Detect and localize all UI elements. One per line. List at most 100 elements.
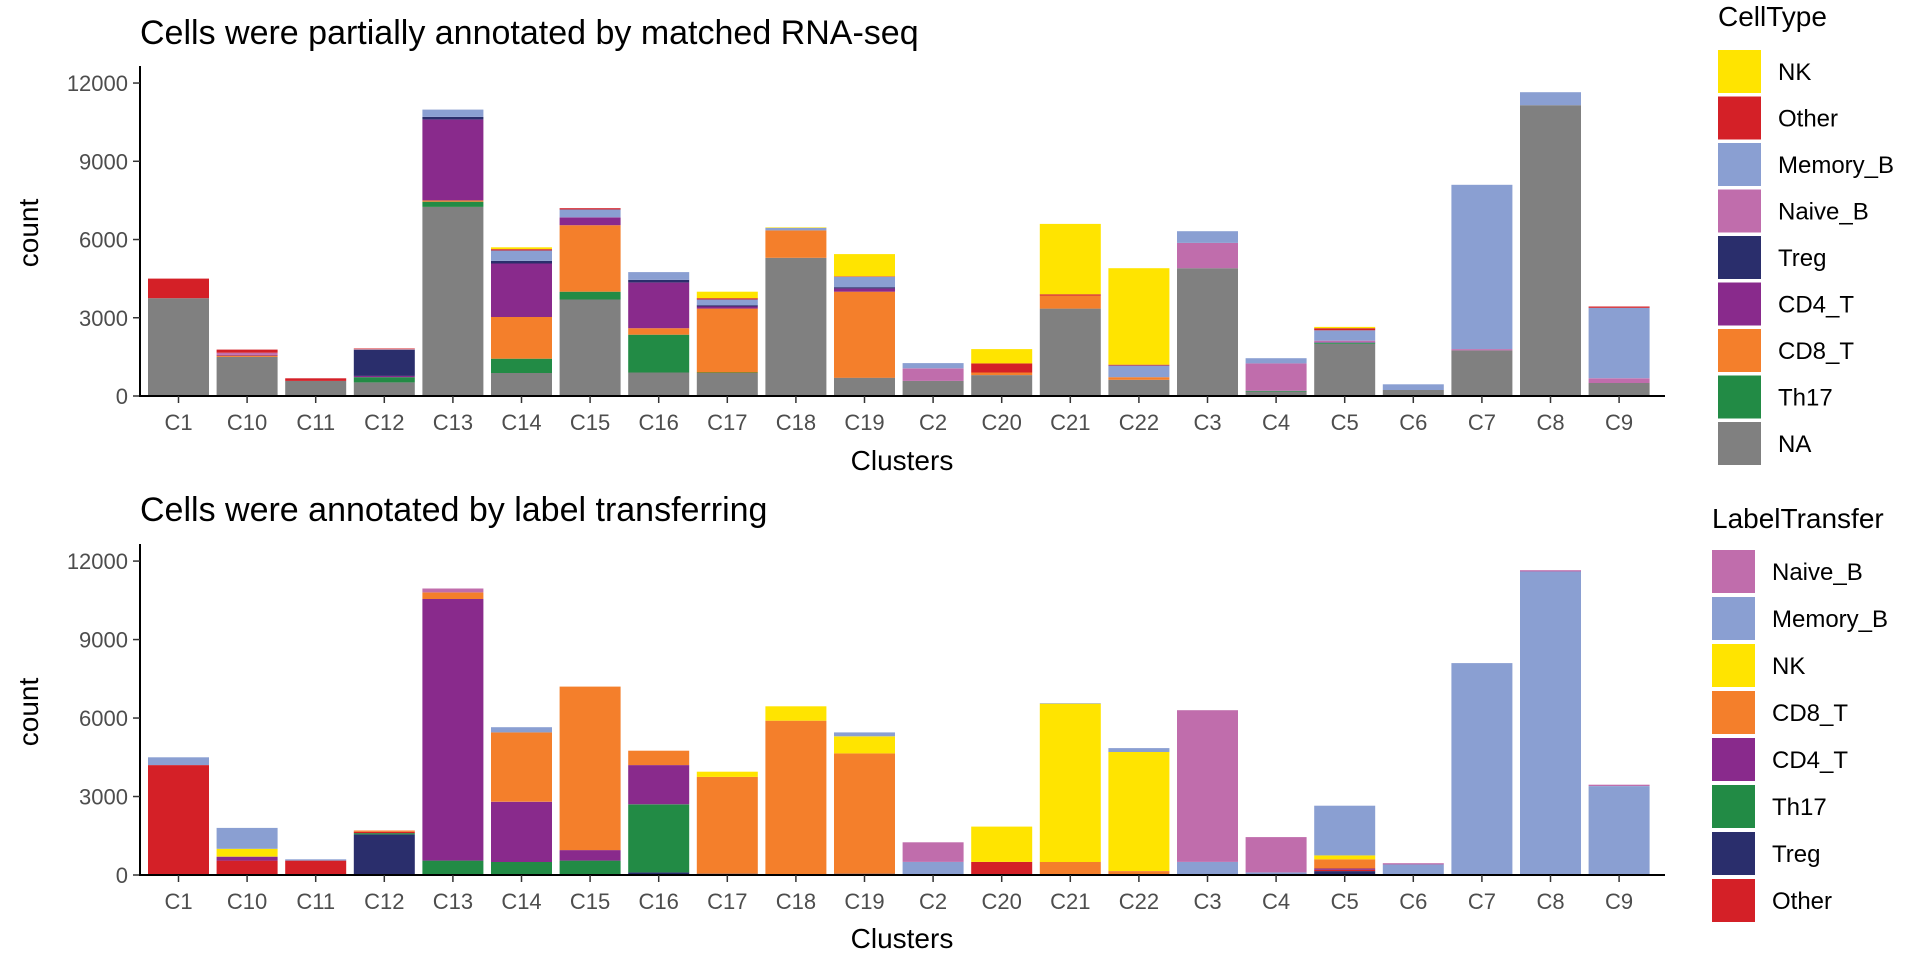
x-axis: C1 C10 C11 C12 C13 C14 C15 C16 C17 C18 C19 C2 C20 C21…	[139, 395, 1665, 435]
bar-segment-c15-cd8-t	[559, 225, 621, 292]
bar-segment-c9-other	[1588, 306, 1650, 308]
legend-label-treg: Treg	[1772, 841, 1820, 868]
bar-segment-c6-memory-b	[1382, 384, 1444, 390]
bar-segment-c20-other	[971, 861, 1033, 875]
bar-segment-c13-memory-b	[422, 109, 484, 117]
bar-segment-c16-cd4-t	[628, 282, 690, 329]
bar-segment-c10-cd8-t	[216, 355, 278, 357]
bar-segment-c12-th17	[353, 377, 415, 383]
bar-segment-c20-cd8-t	[971, 372, 1033, 376]
bar-segment-c22-na	[1108, 379, 1170, 396]
bar-segment-c16-th17	[628, 804, 690, 873]
y-tick-label: 0	[116, 863, 128, 888]
bar-segment-c5-treg	[1314, 342, 1376, 343]
bar-segment-c10-cd4-t	[216, 354, 278, 356]
x-tick-label: C16	[639, 889, 679, 914]
bar-segment-c7-memory-b	[1451, 663, 1513, 875]
legend-swatch-cd4-t	[1712, 738, 1755, 781]
bar-segment-c21-nk	[1039, 703, 1101, 862]
bar-segment-c6-naive-b	[1382, 863, 1444, 865]
legend-swatch-other	[1718, 96, 1761, 140]
x-tick-label: C21	[1050, 889, 1090, 914]
y-axis: 0 3000 6000 9000 12000	[67, 544, 141, 888]
legend-label-cd4-t: CD4_T	[1778, 292, 1854, 319]
bar-segment-c15-cd4-t	[559, 850, 621, 861]
legend-swatch-treg	[1712, 832, 1755, 875]
x-tick-label: C5	[1331, 889, 1359, 914]
bar-segment-c14-other	[491, 249, 552, 251]
bar-segment-c19-memory-b	[834, 276, 895, 288]
bar-segment-c13-cd4-t	[422, 119, 484, 201]
bar-segment-c19-nk	[834, 736, 895, 754]
bar-segment-c15-th17	[559, 860, 621, 875]
bar-segment-c13-cd8-t	[422, 200, 484, 202]
bar-segment-c22-nk	[1108, 268, 1170, 365]
y-tick-label: 3000	[79, 306, 128, 331]
x-tick-label: C8	[1536, 889, 1564, 914]
legend-swatch-cd4-t	[1718, 282, 1761, 326]
legend-swatch-naive-b	[1718, 189, 1761, 233]
bar-segment-c1-other	[148, 765, 209, 875]
legend-swatch-treg	[1718, 236, 1761, 279]
bar-segment-c20-other	[971, 363, 1033, 373]
bar-segment-c5-na	[1314, 343, 1376, 396]
bar-segment-c7-naive-b	[1451, 349, 1513, 351]
legend-swatch-naive-b	[1712, 550, 1755, 593]
bar-segment-c15-memory-b	[559, 209, 621, 218]
bar-segment-c21-other	[1039, 294, 1101, 296]
bar-segment-c16-treg	[628, 279, 690, 283]
bar-segment-c19-other	[834, 276, 895, 277]
x-tick-label: C15	[570, 889, 610, 914]
legend-label-memory-b: Memory_B	[1778, 152, 1894, 179]
x-tick-label: C19	[844, 889, 884, 914]
bar-segment-c6-na	[1382, 390, 1444, 396]
x-tick-label: C18	[776, 889, 816, 914]
bar-segment-c2-naive-b	[902, 842, 964, 862]
x-tick-label: C1	[164, 410, 192, 435]
legend-label-treg: Treg	[1778, 245, 1826, 272]
x-tick-label: C14	[501, 410, 541, 435]
y-axis-title: count	[13, 199, 44, 268]
legend-swatch-nk	[1712, 644, 1755, 687]
bar-segment-c12-na	[353, 382, 415, 396]
bar-segment-c17-na	[696, 373, 758, 396]
bar-segment-c3-naive-b	[1177, 242, 1238, 269]
bar-segment-c10-nk	[216, 848, 278, 857]
legend-label-cd4-t: CD4_T	[1772, 747, 1848, 774]
bar-segment-c14-cd8-t	[491, 317, 552, 359]
bar-segment-c18-nk	[765, 706, 827, 721]
bar-segment-c17-nk	[696, 771, 758, 777]
bar-segment-c7-na	[1451, 350, 1513, 396]
legend-label-naive-b: Naive_B	[1778, 199, 1869, 226]
legend: CellType NK Other Memory_B Naive_B Treg CD4_T…	[1718, 1, 1894, 465]
legend-swatch-memory-b	[1712, 597, 1755, 640]
bar-segment-c19-nk	[834, 254, 895, 277]
bar-segment-c19-memory-b	[834, 732, 895, 737]
y-tick-label: 6000	[79, 228, 128, 253]
x-tick-label: C7	[1468, 889, 1496, 914]
y-tick-label: 6000	[79, 706, 128, 731]
legend-label-naive-b: Naive_B	[1772, 559, 1863, 586]
bar-segment-c20-nk	[971, 349, 1033, 364]
bar-segment-c22-cd8-t	[1108, 377, 1170, 380]
x-axis: C1 C10 C11 C12 C13 C14 C15 C16 C17 C18 C19 C2 C20 C21…	[139, 874, 1665, 914]
bar-segment-c5-memory-b	[1314, 330, 1376, 341]
bar-segment-c13-th17	[422, 201, 484, 207]
bar-segment-c17-memory-b	[696, 299, 758, 306]
bar-segment-c15-na	[559, 299, 621, 396]
bar-segment-c13-treg	[422, 116, 484, 120]
x-tick-label: C6	[1399, 410, 1427, 435]
bar-segment-c3-na	[1177, 268, 1238, 396]
bar-segment-c11-other	[285, 378, 347, 381]
legend-label-th17: Th17	[1772, 794, 1827, 821]
bar-segment-c22-nk	[1108, 752, 1170, 871]
legend-label-cd8-t: CD8_T	[1772, 700, 1848, 727]
bar-segment-c19-cd4-t	[834, 288, 895, 292]
bar-segment-c18-cd8-t	[765, 230, 827, 258]
x-tick-label: C20	[982, 410, 1022, 435]
x-tick-label: C15	[570, 410, 610, 435]
legend: LabelTransfer Naive_B Memory_B NK CD8_T CD4_…	[1712, 503, 1888, 922]
bar-segment-c14-cd8-t	[491, 732, 552, 802]
bar-segment-c14-memory-b	[491, 727, 552, 733]
bar-segment-c17-other	[696, 298, 758, 300]
